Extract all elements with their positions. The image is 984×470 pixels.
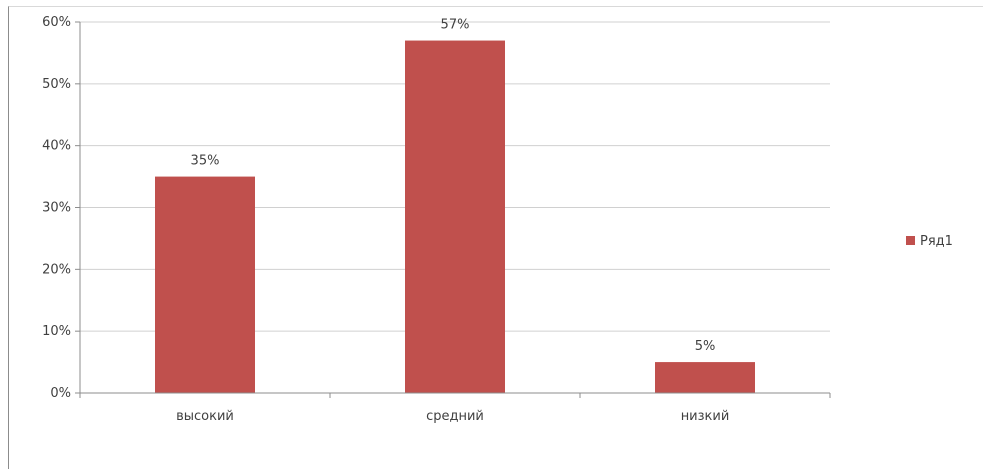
y-tick-label: 10% [42,324,71,339]
bar [155,176,255,393]
x-category-label: низкий [681,409,730,424]
bars [155,40,755,394]
y-tick-label: 20% [42,262,71,277]
data-labels: 35% 57% 5% [191,18,716,355]
y-tick-label: 60% [42,15,71,30]
x-axis-categories: высокий средний низкий [176,409,729,424]
legend-label: Ряд1 [920,234,953,249]
y-tick-label: 0% [50,386,71,401]
y-axis-ticks: 0% 10% 20% 30% 40% 50% 60% [42,15,71,401]
bar [405,40,505,394]
data-label: 35% [191,154,220,169]
data-label: 5% [695,339,716,354]
axes [75,21,831,398]
bar [655,362,755,393]
x-category-label: средний [426,409,484,424]
x-category-label: высокий [176,409,234,424]
y-tick-label: 40% [42,139,71,154]
y-tick-label: 50% [42,77,71,92]
legend: Ряд1 [906,234,953,249]
data-label: 57% [441,18,470,33]
legend-swatch [906,236,915,245]
y-tick-label: 30% [42,201,71,216]
